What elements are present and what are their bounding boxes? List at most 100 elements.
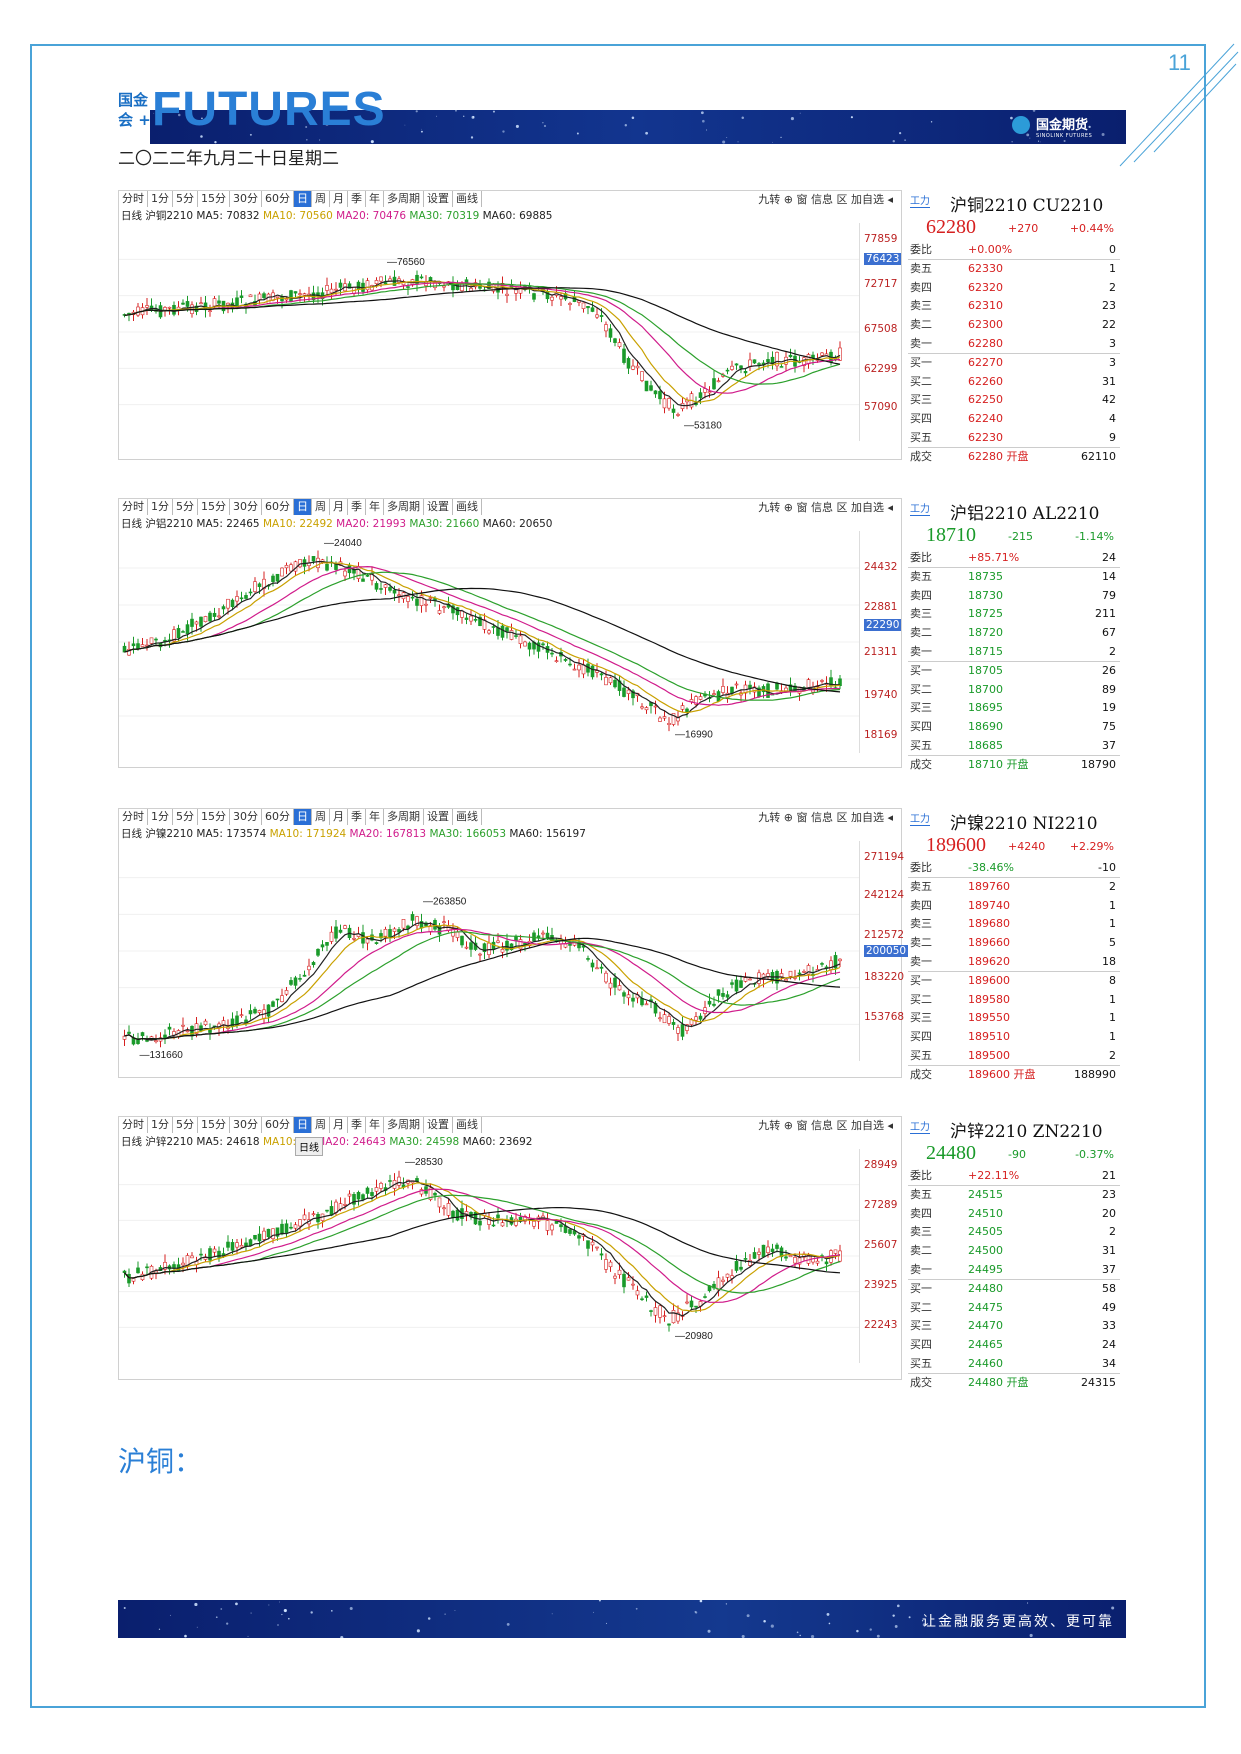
quote-switch-icon[interactable]: 工力 [910, 500, 930, 516]
candle-body [631, 1283, 635, 1286]
candle-body [275, 573, 280, 582]
kline-chart[interactable]: 分时 1分 5分 15分 30分 60分日周月季年多周期 设置 画线 九转 ⊕ 窗 信息 区 加… [118, 1116, 902, 1380]
period-tab[interactable]: 30分 [230, 809, 262, 825]
kline-chart[interactable]: 分时 1分 5分 15分 30分 60分日周月季年多周期 设置 画线 九转 ⊕ 窗 信息 区 加… [118, 498, 902, 768]
period-tab[interactable]: 1分 [148, 191, 173, 207]
candle-body [293, 977, 298, 986]
period-tab[interactable]: 年 [366, 1117, 384, 1133]
legend-ma5: MA5: 24618 [196, 1136, 263, 1148]
quote-switch-icon[interactable]: 工力 [910, 1118, 930, 1134]
period-tab[interactable]: 设置 [424, 191, 453, 207]
period-tab[interactable]: 1分 [148, 499, 173, 515]
period-tab[interactable]: 分时 [119, 499, 148, 515]
kline-chart[interactable]: 分时 1分 5分 15分 30分 60分日周月季年多周期 设置 画线 九转 ⊕ 窗 信息 区 加… [118, 808, 909, 1078]
period-tab[interactable]: 月 [330, 1117, 348, 1133]
star-dot [436, 115, 438, 117]
period-tab[interactable]: 画线 [453, 499, 482, 515]
contract-name: 沪镍2210 NI2210 [950, 814, 1098, 834]
period-tab[interactable]: 5分 [173, 499, 198, 515]
period-tab[interactable]: 设置 [424, 499, 453, 515]
chart-tools[interactable]: 九转 ⊕ 窗 信息 区 加自选 ◂ [758, 1119, 893, 1132]
row-volume: 75 [1102, 720, 1116, 734]
period-tab[interactable]: 60分 [262, 191, 294, 207]
period-tab[interactable]: 60分 [262, 1117, 294, 1133]
candle-body [662, 1315, 667, 1318]
quote-switch-icon[interactable]: 工力 [910, 810, 930, 826]
period-tab[interactable]: 月 [330, 191, 348, 207]
period-tab[interactable]: 设置 [424, 1117, 453, 1133]
quote-switch-icon[interactable]: 工力 [910, 192, 930, 208]
star-dot [1011, 141, 1013, 143]
period-tab[interactable]: 30分 [230, 499, 262, 515]
period-tab[interactable]: 分时 [119, 191, 148, 207]
star-dot [876, 1634, 880, 1638]
period-tab[interactable]: 15分 [198, 809, 230, 825]
candlestick-plot[interactable]: —263850 —131660 [119, 841, 859, 1061]
period-tab[interactable]: 15分 [198, 191, 230, 207]
candlestick-plot[interactable]: —24040 —16990 [119, 531, 859, 753]
chart-tools[interactable]: 九转 ⊕ 窗 信息 区 加自选 ◂ [758, 501, 893, 514]
period-tab[interactable]: 月 [330, 809, 348, 825]
period-tab[interactable]: 多周期 [384, 809, 424, 825]
candle-body [388, 587, 392, 591]
period-tab[interactable]: 5分 [173, 809, 198, 825]
period-tab[interactable]: 15分 [198, 1117, 230, 1133]
period-tab[interactable]: 周 [312, 499, 330, 515]
chart-tools[interactable]: 九转 ⊕ 窗 信息 区 加自选 ◂ [758, 811, 893, 824]
period-tab[interactable]: 设置 [424, 809, 453, 825]
candlestick-plot[interactable]: —28530 —20980 [119, 1149, 859, 1363]
period-tab[interactable]: 日 [294, 809, 312, 825]
period-tab[interactable]: 60分 [262, 809, 294, 825]
period-tab[interactable]: 月 [330, 499, 348, 515]
period-tab[interactable]: 年 [366, 499, 384, 515]
period-tab[interactable]: 季 [348, 191, 366, 207]
candle-body [122, 1270, 127, 1273]
period-tab[interactable]: 分时 [119, 809, 148, 825]
candle-body [212, 612, 217, 617]
period-tab[interactable]: 日 [294, 1117, 312, 1133]
period-tab[interactable]: 多周期 [384, 1117, 424, 1133]
star-dot [631, 116, 635, 120]
candle-body [604, 1259, 608, 1270]
period-tab[interactable]: 5分 [173, 1117, 198, 1133]
period-tab[interactable]: 1分 [148, 1117, 173, 1133]
period-tab[interactable]: 画线 [453, 809, 482, 825]
period-tab[interactable]: 分时 [119, 1117, 148, 1133]
period-tab[interactable]: 5分 [173, 191, 198, 207]
period-tab[interactable]: 1分 [148, 809, 173, 825]
period-tab[interactable]: 多周期 [384, 191, 424, 207]
period-tab[interactable]: 年 [366, 191, 384, 207]
candlestick-plot[interactable]: —76560 —53180 [119, 223, 859, 441]
order-book-row: 买三 189550 1 [908, 1008, 1120, 1027]
period-tab[interactable]: 季 [348, 499, 366, 515]
period-tab[interactable]: 日 [294, 191, 312, 207]
candle-body [370, 934, 374, 941]
candle-body [478, 1220, 482, 1226]
period-tab[interactable]: 日 [294, 499, 312, 515]
order-book-row: 卖三 189680 1 [908, 914, 1120, 933]
kline-chart[interactable]: 分时 1分 5分 15分 30分 60分日周月季年多周期 设置 画线 九转 ⊕ 窗 信息 区 加… [118, 190, 902, 460]
period-tab[interactable]: 年 [366, 809, 384, 825]
period-tab[interactable]: 季 [348, 809, 366, 825]
price-change: +270 [1008, 222, 1039, 235]
y-axis: 28949 27289 25607 23925 22243 [859, 1149, 902, 1363]
period-tab[interactable]: 周 [312, 191, 330, 207]
period-tab[interactable]: 15分 [198, 499, 230, 515]
candle-body [604, 972, 608, 983]
period-tab[interactable]: 60分 [262, 499, 294, 515]
period-tab[interactable]: 画线 [453, 191, 482, 207]
period-tab[interactable]: 多周期 [384, 499, 424, 515]
period-tab[interactable]: 画线 [453, 1117, 482, 1133]
period-tab[interactable]: 周 [312, 1117, 330, 1133]
candle-body [433, 1192, 437, 1196]
candle-body [739, 365, 743, 369]
legend-ma60: MA60: 23692 [462, 1136, 533, 1148]
candle-body [586, 306, 590, 309]
period-tab[interactable]: 30分 [230, 191, 262, 207]
row-volume: 31 [1102, 374, 1116, 388]
chart-tools[interactable]: 九转 ⊕ 窗 信息 区 加自选 ◂ [758, 193, 893, 206]
chart-toolbar: 分时 1分 5分 15分 30分 60分日周月季年多周期 设置 画线 九转 ⊕ 窗 信息 区 加… [119, 1117, 901, 1135]
period-tab[interactable]: 30分 [230, 1117, 262, 1133]
period-tab[interactable]: 季 [348, 1117, 366, 1133]
period-tab[interactable]: 周 [312, 809, 330, 825]
